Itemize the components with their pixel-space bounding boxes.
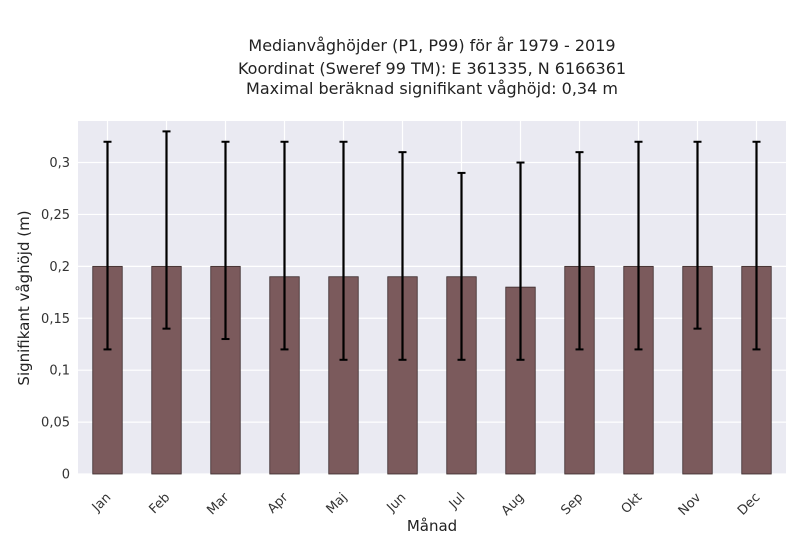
error-bar-jan (103, 140, 112, 351)
y-axis-label: Signifikant våghöjd (m) (15, 210, 33, 385)
chart-title-line-2: Koordinat (Sweref 99 TM): E 361335, N 61… (238, 59, 626, 78)
x-tick-label-okt: Okt (619, 490, 646, 517)
chart-title: Medianvåghöjder (P1, P99) för år 1979 - … (238, 36, 626, 98)
x-axis-label: Månad (407, 517, 457, 535)
chart-title-line-3: Maximal beräknad signifikant våghöjd: 0,… (246, 79, 618, 98)
y-tick-label-6: 0,3 (49, 156, 70, 171)
error-bars (103, 130, 761, 361)
error-bar-dec (752, 140, 761, 351)
plot-area (78, 121, 786, 474)
y-tick-label-2: 0,1 (49, 364, 70, 379)
y-axis-ticks: 0 0,05 0,1 0,15 0,2 0,25 0,3 (41, 156, 70, 482)
x-tick-label-jun: Jun (384, 490, 410, 516)
error-bar-apr (280, 140, 289, 351)
y-tick-label-5: 0,25 (41, 208, 70, 223)
x-tick-label-jan: Jan (89, 490, 114, 515)
x-tick-label-feb: Feb (146, 490, 173, 517)
y-tick-label-4: 0,2 (49, 260, 70, 275)
error-bar-okt (634, 140, 643, 351)
x-tick-label-apr: Apr (265, 490, 292, 517)
error-bar-sep (575, 151, 584, 351)
error-bar-feb (162, 130, 171, 330)
error-bar-jul (457, 171, 466, 361)
x-axis-ticks: Jan Feb Mar Apr Maj Jun Jul Aug Sep Okt Nov Dec (89, 490, 763, 519)
y-tick-label-3: 0,15 (41, 312, 70, 327)
chart-title-line-1: Medianvåghöjder (P1, P99) för år 1979 - … (248, 36, 615, 55)
error-bar-aug (516, 161, 525, 361)
y-tick-label-1: 0,05 (41, 416, 70, 431)
x-tick-label-dec: Dec (735, 490, 763, 518)
error-bar-maj (339, 140, 348, 361)
y-tick-label-0: 0 (62, 468, 70, 483)
error-bar-jun (398, 151, 407, 361)
x-tick-label-sep: Sep (558, 490, 586, 518)
x-tick-label-nov: Nov (676, 490, 705, 519)
x-tick-label-mar: Mar (204, 490, 232, 518)
error-bar-mar (221, 140, 230, 341)
error-bar-nov (693, 140, 702, 330)
x-tick-label-maj: Maj (324, 490, 351, 517)
x-tick-label-aug: Aug (499, 490, 528, 519)
x-tick-label-jul: Jul (446, 490, 468, 512)
